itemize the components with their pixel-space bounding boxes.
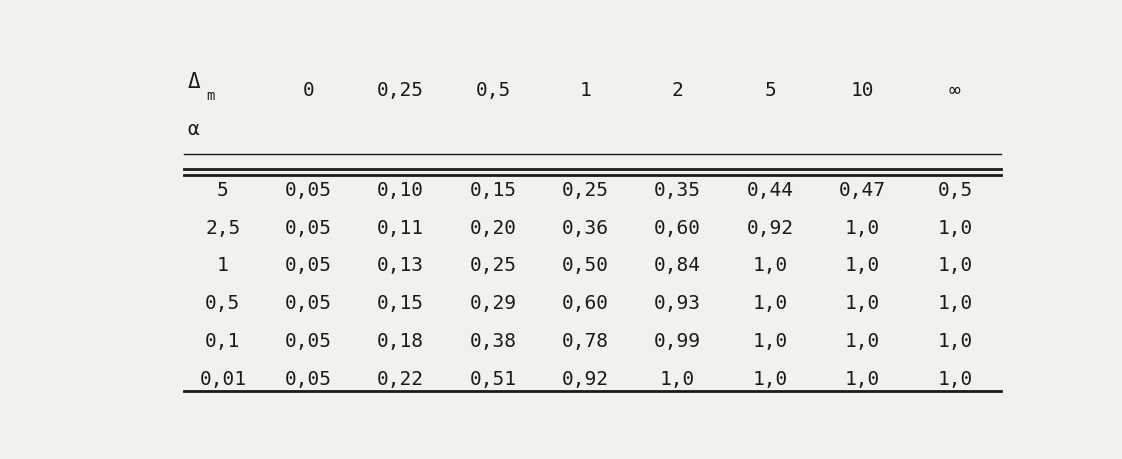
Text: 0,01: 0,01 — [200, 369, 247, 389]
Text: 0,1: 0,1 — [205, 332, 240, 351]
Text: 0,84: 0,84 — [654, 257, 701, 275]
Text: 1,0: 1,0 — [845, 257, 880, 275]
Text: 2: 2 — [672, 81, 683, 100]
Text: 0,50: 0,50 — [562, 257, 609, 275]
Text: 1,0: 1,0 — [937, 332, 973, 351]
Text: Δ: Δ — [187, 72, 200, 92]
Text: 0,29: 0,29 — [469, 294, 516, 313]
Text: 0,05: 0,05 — [285, 181, 332, 200]
Text: 0,25: 0,25 — [377, 81, 424, 100]
Text: 0,25: 0,25 — [469, 257, 516, 275]
Text: 0,5: 0,5 — [205, 294, 240, 313]
Text: m: m — [206, 89, 214, 103]
Text: 0,38: 0,38 — [469, 332, 516, 351]
Text: 0,05: 0,05 — [285, 219, 332, 238]
Text: α: α — [187, 120, 199, 139]
Text: 1,0: 1,0 — [937, 294, 973, 313]
Text: 0,13: 0,13 — [377, 257, 424, 275]
Text: 1,0: 1,0 — [753, 369, 788, 389]
Text: 0,78: 0,78 — [562, 332, 609, 351]
Text: 0,35: 0,35 — [654, 181, 701, 200]
Text: 0,60: 0,60 — [654, 219, 701, 238]
Text: 0,5: 0,5 — [476, 81, 511, 100]
Text: 0,44: 0,44 — [746, 181, 793, 200]
Text: 0,60: 0,60 — [562, 294, 609, 313]
Text: 0,18: 0,18 — [377, 332, 424, 351]
Text: 0,5: 0,5 — [937, 181, 973, 200]
Text: 0,05: 0,05 — [285, 294, 332, 313]
Text: 0,99: 0,99 — [654, 332, 701, 351]
Text: 1: 1 — [217, 257, 229, 275]
Text: 0,92: 0,92 — [562, 369, 609, 389]
Text: 1,0: 1,0 — [937, 219, 973, 238]
Text: 1,0: 1,0 — [753, 332, 788, 351]
Text: 0,05: 0,05 — [285, 369, 332, 389]
Text: 0,92: 0,92 — [746, 219, 793, 238]
Text: 5: 5 — [217, 181, 229, 200]
Text: ∞: ∞ — [949, 81, 960, 100]
Text: 0,15: 0,15 — [377, 294, 424, 313]
Text: 1,0: 1,0 — [937, 369, 973, 389]
Text: 10: 10 — [850, 81, 874, 100]
Text: 0,93: 0,93 — [654, 294, 701, 313]
Text: 0,10: 0,10 — [377, 181, 424, 200]
Text: 1: 1 — [579, 81, 591, 100]
Text: 1,0: 1,0 — [845, 219, 880, 238]
Text: 0,20: 0,20 — [469, 219, 516, 238]
Text: 2,5: 2,5 — [205, 219, 240, 238]
Text: 1,0: 1,0 — [845, 294, 880, 313]
Text: 1,0: 1,0 — [753, 294, 788, 313]
Text: 0,51: 0,51 — [469, 369, 516, 389]
Text: 1,0: 1,0 — [660, 369, 696, 389]
Text: 0,15: 0,15 — [469, 181, 516, 200]
Text: 1,0: 1,0 — [845, 332, 880, 351]
Text: 1,0: 1,0 — [937, 257, 973, 275]
Text: 1,0: 1,0 — [753, 257, 788, 275]
Text: 0,11: 0,11 — [377, 219, 424, 238]
Text: 0,22: 0,22 — [377, 369, 424, 389]
Text: 0,47: 0,47 — [839, 181, 886, 200]
Text: 0,36: 0,36 — [562, 219, 609, 238]
Text: 0,05: 0,05 — [285, 332, 332, 351]
Text: 0,25: 0,25 — [562, 181, 609, 200]
Text: 0: 0 — [302, 81, 314, 100]
Text: 0,05: 0,05 — [285, 257, 332, 275]
Text: 1,0: 1,0 — [845, 369, 880, 389]
Text: 5: 5 — [764, 81, 776, 100]
